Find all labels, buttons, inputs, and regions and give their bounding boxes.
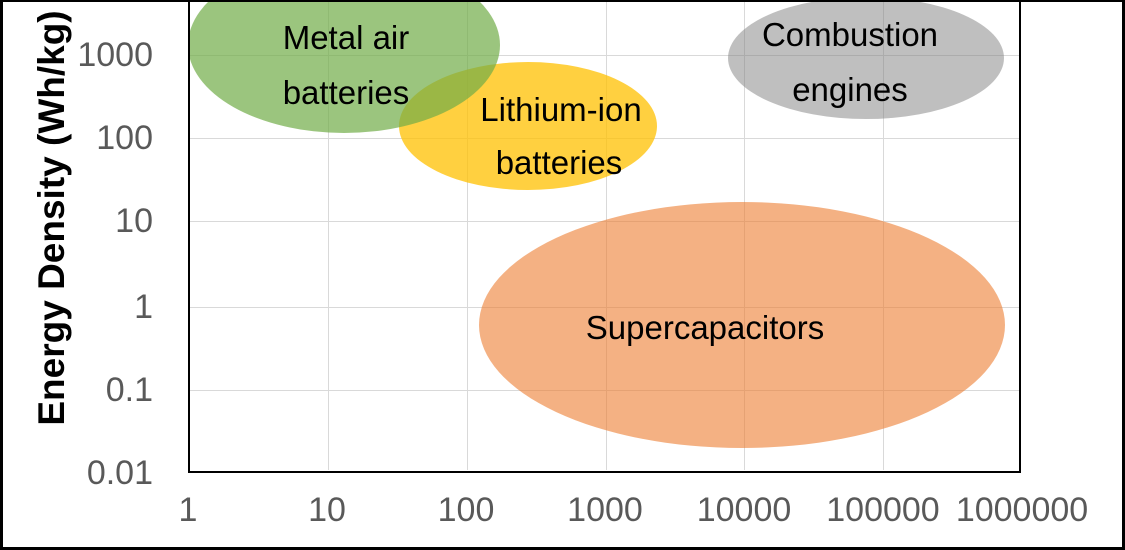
region-lithium-ion-batteries-label-line2: batteries: [495, 144, 623, 181]
region-supercapacitors-label: Supercapacitors: [585, 309, 825, 346]
region-combustion-engines-ellipse: [728, 0, 1004, 119]
region-combustion-engines-label-line1: Combustion: [761, 16, 939, 53]
region-supercapacitors-ellipse: [479, 202, 1005, 448]
gridline-v-10: [328, 0, 329, 470]
gridline-v-100: [467, 0, 468, 470]
region-metal-air-batteries-label-line1: Metal air: [282, 19, 410, 56]
plot-area: [188, 0, 1021, 473]
x-tick-10000: 10000: [696, 491, 792, 529]
x-tick-100000: 100000: [826, 491, 940, 529]
gridline-h-1000: [190, 55, 1019, 56]
x-tick-1: 1: [178, 491, 198, 529]
y-tick-1000: 1000: [77, 36, 153, 74]
x-tick-1000: 1000: [567, 491, 643, 529]
y-tick-0-01: 0.01: [86, 454, 153, 492]
y-tick-0-1: 0.1: [105, 371, 153, 409]
x-tick-1000000: 1000000: [955, 491, 1089, 529]
x-tick-10: 10: [308, 491, 346, 529]
region-combustion-engines-label-line2: engines: [792, 71, 908, 108]
region-lithium-ion-batteries-label-line1: Lithium-ion: [480, 91, 642, 128]
region-metal-air-batteries-label-line2: batteries: [282, 74, 410, 111]
y-tick-100: 100: [96, 119, 153, 157]
y-tick-1: 1: [134, 288, 153, 326]
x-tick-100: 100: [437, 491, 495, 529]
y-tick-10: 10: [115, 202, 153, 240]
